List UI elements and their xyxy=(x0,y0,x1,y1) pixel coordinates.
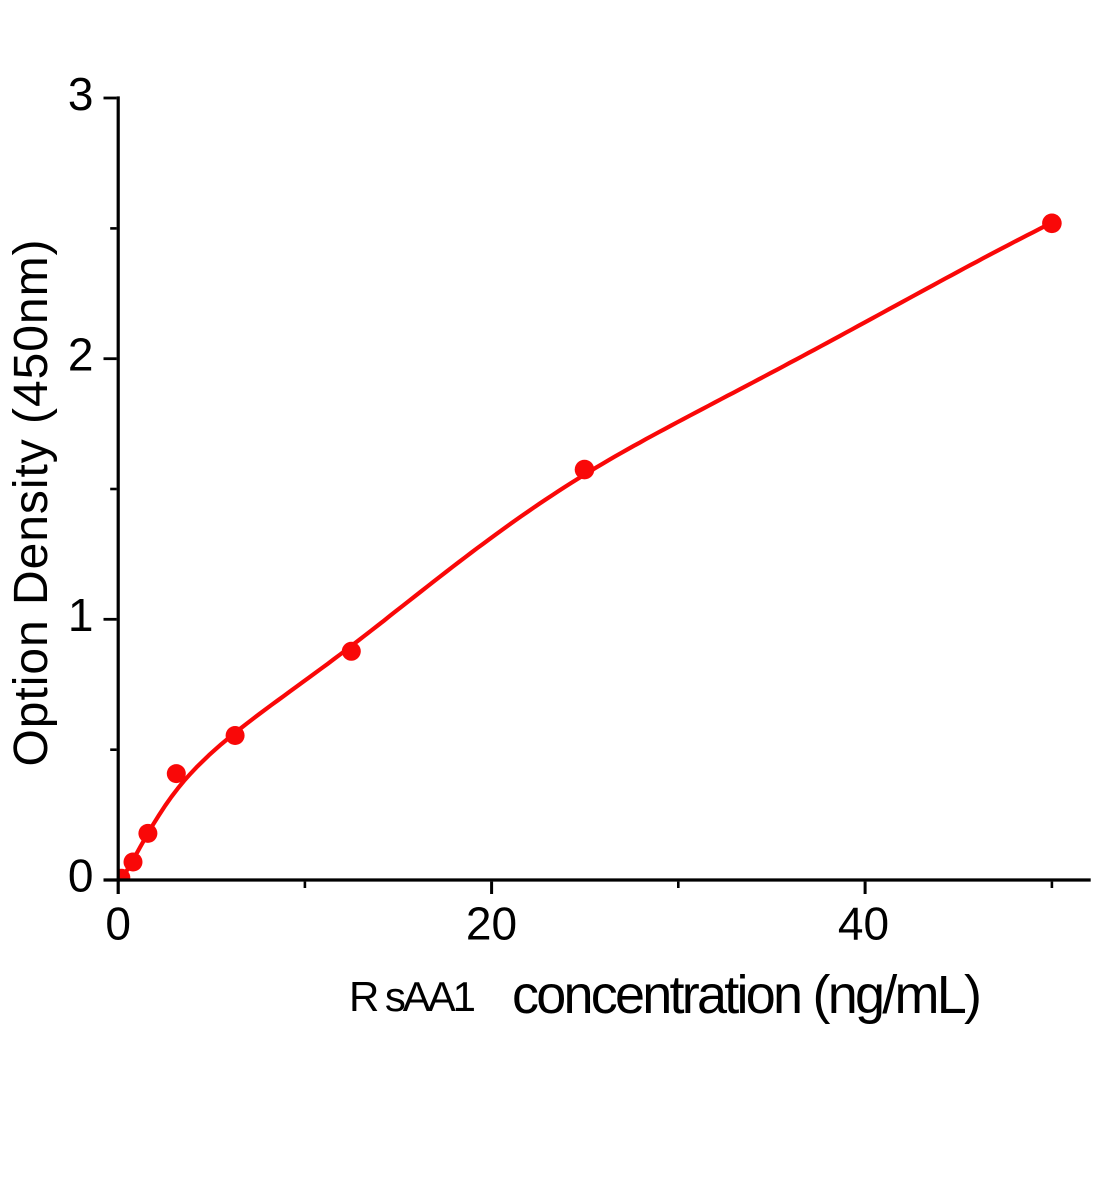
svg-text:Option Density (450nm): Option Density (450nm) xyxy=(5,240,58,767)
svg-text:0: 0 xyxy=(105,897,131,949)
svg-text:concentration (ng/mL): concentration (ng/mL) xyxy=(512,965,982,1025)
svg-text:20: 20 xyxy=(466,897,517,949)
svg-text:2: 2 xyxy=(68,329,94,381)
svg-text:3: 3 xyxy=(68,68,94,120)
svg-text:1: 1 xyxy=(68,589,94,641)
svg-text:40: 40 xyxy=(838,897,889,949)
svg-text:0: 0 xyxy=(68,849,94,901)
svg-text:R sAA1: R sAA1 xyxy=(349,973,476,1020)
